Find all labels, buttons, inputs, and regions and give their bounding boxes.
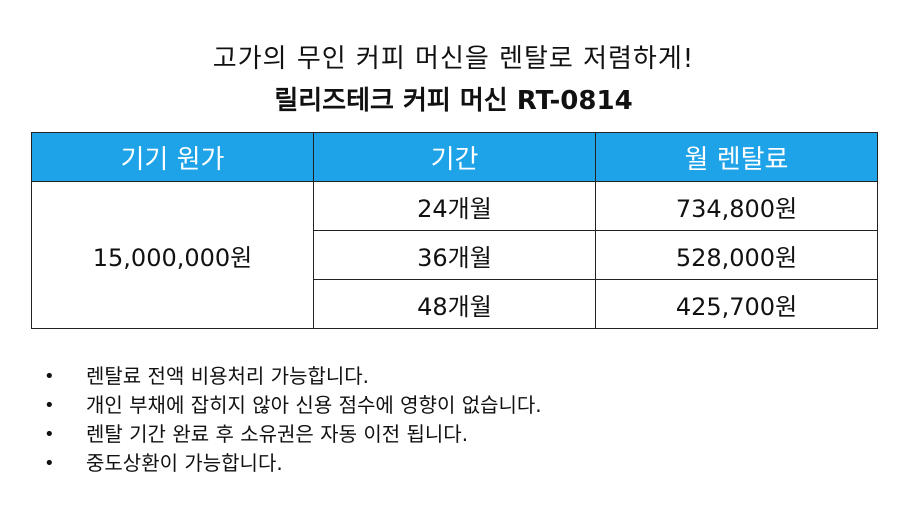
- rental-price-table: 기기 원가 기간 월 렌탈료 15,000,000원 24개월 734,800원…: [31, 132, 878, 329]
- list-item: • 렌탈 기간 완료 후 소유권은 자동 이전 됩니다.: [40, 420, 542, 449]
- note-text: 렌탈료 전액 비용처리 가능합니다.: [86, 364, 370, 388]
- notes-list: • 렌탈료 전액 비용처리 가능합니다. • 개인 부채에 잡히지 않아 신용 …: [40, 362, 542, 478]
- table-row: 15,000,000원 24개월 734,800원: [31, 181, 878, 329]
- monthly-fee-cell: 425,700원: [595, 279, 878, 329]
- header-period: 기간: [313, 132, 596, 182]
- header-monthly-fee: 월 렌탈료: [595, 132, 878, 182]
- table-header-row: 기기 원가 기간 월 렌탈료: [31, 132, 878, 182]
- note-text: 개인 부채에 잡히지 않아 신용 점수에 영향이 없습니다.: [86, 393, 542, 417]
- bullet-icon: •: [44, 424, 55, 445]
- note-text: 중도상환이 가능합니다.: [86, 451, 283, 475]
- note-text: 렌탈 기간 완료 후 소유권은 자동 이전 됩니다.: [86, 422, 469, 446]
- table-row: 48개월 425,700원: [32, 279, 878, 329]
- page-subtitle: 고가의 무인 커피 머신을 렌탈로 저렴하게!: [212, 44, 695, 74]
- header-device-price: 기기 원가: [31, 132, 314, 182]
- bullet-icon: •: [44, 395, 55, 416]
- monthly-fee-cell: 734,800원: [595, 181, 878, 231]
- period-cell: 48개월: [313, 279, 596, 329]
- table-row: 36개월 528,000원: [32, 230, 878, 280]
- period-cell: 24개월: [313, 181, 596, 231]
- page-title: 릴리즈테크 커피 머신 RT-0814: [274, 86, 633, 116]
- bullet-icon: •: [44, 366, 55, 387]
- period-cell: 36개월: [313, 230, 596, 280]
- device-price-cell: 15,000,000원: [31, 181, 314, 329]
- bullet-icon: •: [44, 453, 55, 474]
- list-item: • 개인 부채에 잡히지 않아 신용 점수에 영향이 없습니다.: [40, 391, 542, 420]
- list-item: • 렌탈료 전액 비용처리 가능합니다.: [40, 362, 542, 391]
- list-item: • 중도상환이 가능합니다.: [40, 449, 542, 478]
- monthly-fee-cell: 528,000원: [595, 230, 878, 280]
